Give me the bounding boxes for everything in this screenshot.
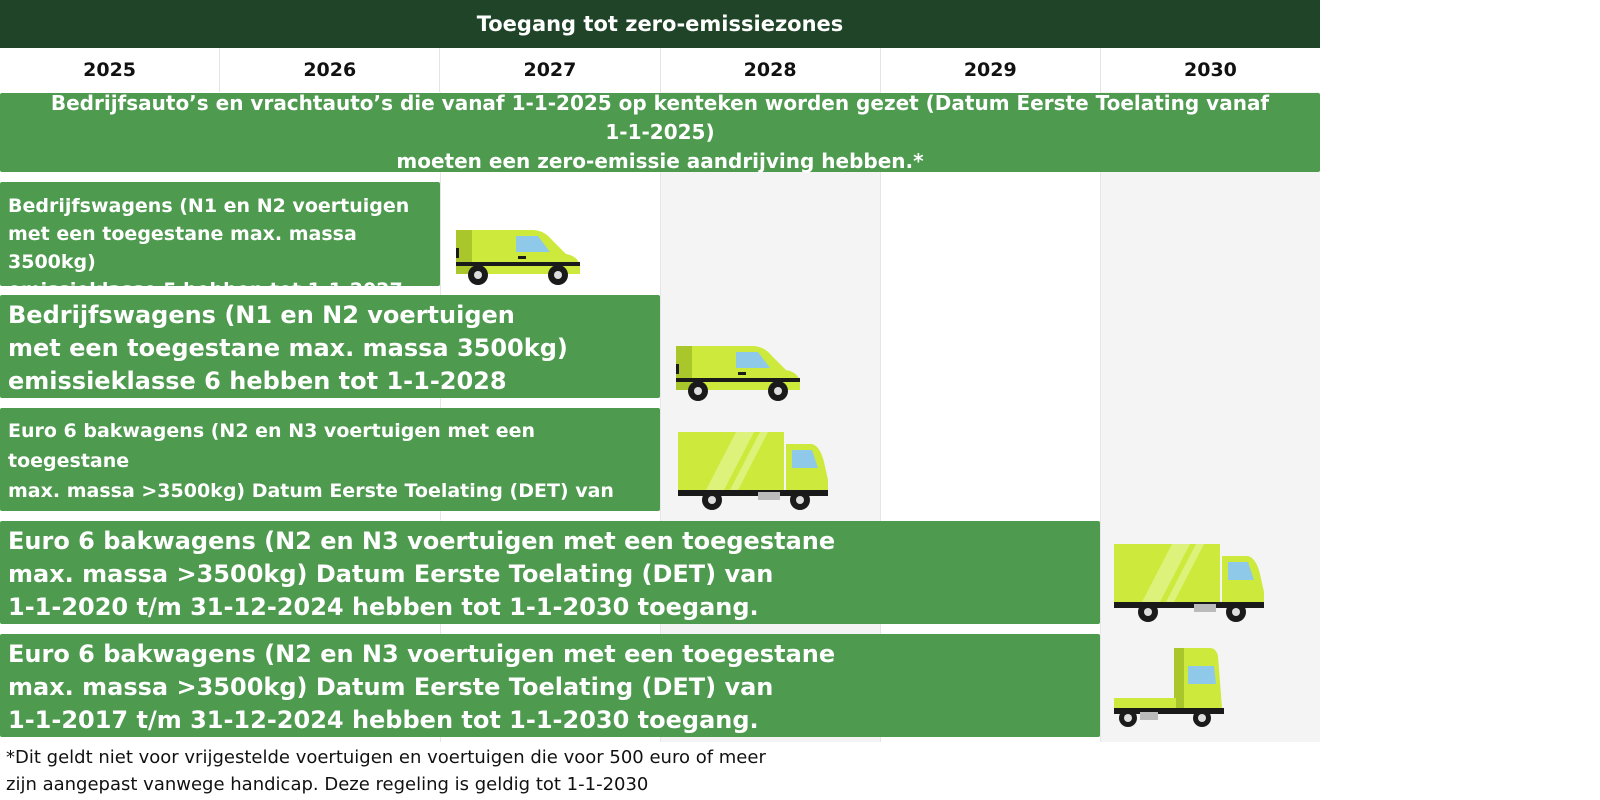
rule-box-box-truck-2020-2024: Euro 6 bakwagens (N2 en N3 voertuigen me… (0, 521, 1100, 624)
rule-text-line: emissieklasse 6 hebben tot 1-1-2028 (8, 367, 507, 395)
rule-text-line: max. massa >3500kg) Datum Eerste Toelati… (8, 560, 774, 588)
rule-text-line: Euro 6 bakwagens (N2 en N3 voertuigen me… (8, 640, 836, 668)
rule-text-line: Bedrijfswagens (N1 en N2 voertuigen (8, 301, 515, 329)
year-2025: 2025 (0, 48, 221, 92)
rule-text-line: 1-1-2020 t/m 31-12-2024 hebben tot 1-1-2… (8, 593, 759, 621)
title-text: Toegang tot zero-emissiezones (476, 12, 844, 36)
grid-column-2030 (1100, 92, 1320, 742)
year-2029: 2029 (881, 48, 1101, 92)
page-title: Toegang tot zero-emissiezones (0, 0, 1320, 48)
zero-emission-timeline: Toegang tot zero-emissiezones 2025 2026 … (0, 0, 1320, 798)
grid-line (1100, 92, 1101, 742)
rule-text-line: Bedrijfswagens (N1 en N2 voertuigen (8, 195, 410, 217)
van-icon (676, 346, 800, 401)
van-icon (456, 230, 580, 285)
rule-text-line: Bedrijfsauto’s en vrachtauto’s die vanaf… (50, 91, 1270, 144)
rule-box-all-new-vehicles: Bedrijfsauto’s en vrachtauto’s die vanaf… (0, 91, 1320, 173)
footnote-line: *Dit geldt niet voor vrijgestelde voertu… (6, 747, 766, 768)
rule-text-line: moeten een zero-emissie aandrijving hebb… (396, 149, 924, 173)
rule-text-line: met een toegestane max. massa 3500kg) (8, 223, 357, 273)
rule-text-line: met een toegestane max. massa 3500kg) (8, 334, 568, 362)
tractor-unit-icon (1114, 648, 1224, 727)
rule-box-van-euro6: Bedrijfswagens (N1 en N2 voertuigen met … (0, 295, 660, 398)
year-header-row: 2025 2026 2027 2028 2029 2030 (0, 48, 1320, 92)
rule-text-line: max. massa >3500kg) Datum Eerste Toelati… (8, 480, 614, 502)
grid-line (880, 92, 881, 742)
footnote-line: zijn aangepast vanwege handicap. Deze re… (6, 774, 649, 795)
rule-text-line: Euro 6 bakwagens (N2 en N3 voertuigen me… (8, 420, 536, 472)
year-2030: 2030 (1184, 59, 1237, 81)
box-truck-icon (1114, 544, 1264, 622)
year-2026: 2026 (220, 48, 441, 92)
rule-text-line: max. massa >3500kg) Datum Eerste Toelati… (8, 673, 774, 701)
year-2028: 2028 (661, 48, 881, 92)
rule-box-tractor-2017-2024: Euro 6 bakwagens (N2 en N3 voertuigen me… (0, 634, 1100, 737)
year-2027: 2027 (440, 48, 661, 92)
rule-box-van-euro5: Bedrijfswagens (N1 en N2 voertuigen met … (0, 182, 440, 301)
grid-column-2028 (660, 92, 880, 742)
grid-line (660, 92, 661, 742)
rule-text-line: 1-1-2017 t/m 31-12-2024 hebben tot 1-1-2… (8, 706, 759, 734)
footnote: *Dit geldt niet voor vrijgestelde voertu… (6, 744, 1206, 798)
rule-box-box-truck-2017-2019: Euro 6 bakwagens (N2 en N3 voertuigen me… (0, 408, 660, 532)
box-truck-icon (678, 432, 828, 510)
rule-text-line: Euro 6 bakwagens (N2 en N3 voertuigen me… (8, 527, 836, 555)
